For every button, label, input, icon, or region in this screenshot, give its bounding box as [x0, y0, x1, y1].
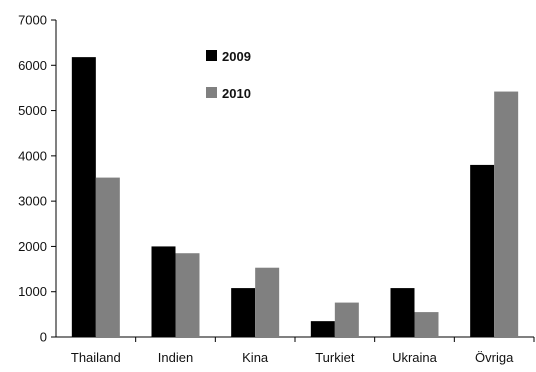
bars [71, 57, 519, 338]
x-tick-label: Övriga [475, 350, 514, 365]
bar-2010-thailand [95, 177, 120, 337]
bar-2009-thailand [71, 57, 96, 338]
y-tick-label: 2000 [18, 239, 47, 254]
bar-2009-turkiet [310, 321, 335, 337]
x-tick-labels: Thailand Indien Kina Turkiet Ukraina Övriga [71, 350, 514, 365]
bar-2010-ukraina [414, 312, 439, 337]
legend: 2009 2010 [206, 49, 251, 101]
y-tick-label: 7000 [18, 13, 47, 28]
legend-label-2009: 2009 [222, 49, 251, 64]
y-tick-label: 3000 [18, 194, 47, 209]
y-tick-label: 0 [40, 330, 47, 345]
x-tick-label: Kina [242, 350, 269, 365]
y-tick-label: 4000 [18, 148, 47, 163]
bar-2010-turkiet [334, 302, 359, 337]
legend-swatch-2009 [206, 50, 217, 61]
y-tick-label: 5000 [18, 103, 47, 118]
axes [51, 19, 535, 342]
x-tick-label: Indien [158, 350, 193, 365]
y-tick-labels: 0 1000 2000 3000 4000 5000 6000 7000 [18, 13, 47, 345]
x-tick-label: Thailand [71, 350, 121, 365]
legend-swatch-2010 [206, 87, 217, 98]
x-tick-label: Ukraina [392, 350, 438, 365]
x-tick-label: Turkiet [315, 350, 355, 365]
bar-2009-kina [231, 288, 256, 337]
bar-2009-övriga [470, 164, 495, 337]
bar-2009-ukraina [390, 288, 415, 337]
bar-2010-kina [255, 267, 280, 337]
bar-2010-övriga [494, 91, 519, 338]
bar-2010-indien [175, 253, 200, 337]
bar-2009-indien [151, 246, 176, 337]
legend-label-2010: 2010 [222, 86, 251, 101]
y-tick-label: 6000 [18, 58, 47, 73]
y-tick-label: 1000 [18, 284, 47, 299]
